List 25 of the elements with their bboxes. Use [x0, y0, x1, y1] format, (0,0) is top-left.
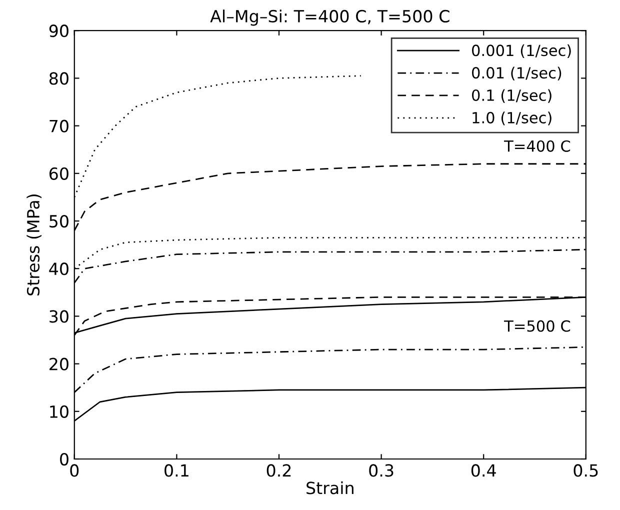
y-tick-label: 0 — [60, 452, 68, 466]
legend-label: 1.0 (1/sec) — [472, 112, 552, 126]
x-tick-label: 0.5 — [574, 464, 598, 477]
y-tick-label: 60 — [49, 167, 68, 180]
y-tick-label: 10 — [50, 405, 68, 418]
y-tick-label: 70 — [50, 120, 68, 132]
legend-label: 0.001 (1/sec) — [472, 44, 571, 58]
x-tick-label: 0.1 — [164, 464, 188, 477]
annotation: T=400 C — [504, 140, 570, 152]
legend-label: 0.01 (1/sec) — [472, 66, 562, 80]
y-tick-label: 30 — [50, 310, 68, 323]
chart-title: Al–Mg–Si: T=400 C, T=500 C — [210, 10, 450, 26]
x-tick-label: 0 — [70, 464, 79, 477]
annotation: T=500 C — [504, 320, 570, 332]
y-axis-title: Stress (MPa) — [26, 194, 42, 296]
x-tick-label: 0.4 — [471, 464, 496, 477]
x-axis-title: Strain — [306, 481, 354, 494]
y-tick-label: 50 — [50, 214, 68, 228]
x-tick-label: 0.3 — [369, 464, 394, 477]
x-tick-label: 0.2 — [266, 464, 291, 477]
y-tick-label: 90 — [49, 24, 68, 38]
y-tick-label: 20 — [50, 358, 68, 370]
y-tick-label: 80 — [49, 72, 68, 85]
y-tick-label: 40 — [49, 262, 68, 276]
legend-label: 0.1 (1/sec) — [472, 89, 552, 103]
